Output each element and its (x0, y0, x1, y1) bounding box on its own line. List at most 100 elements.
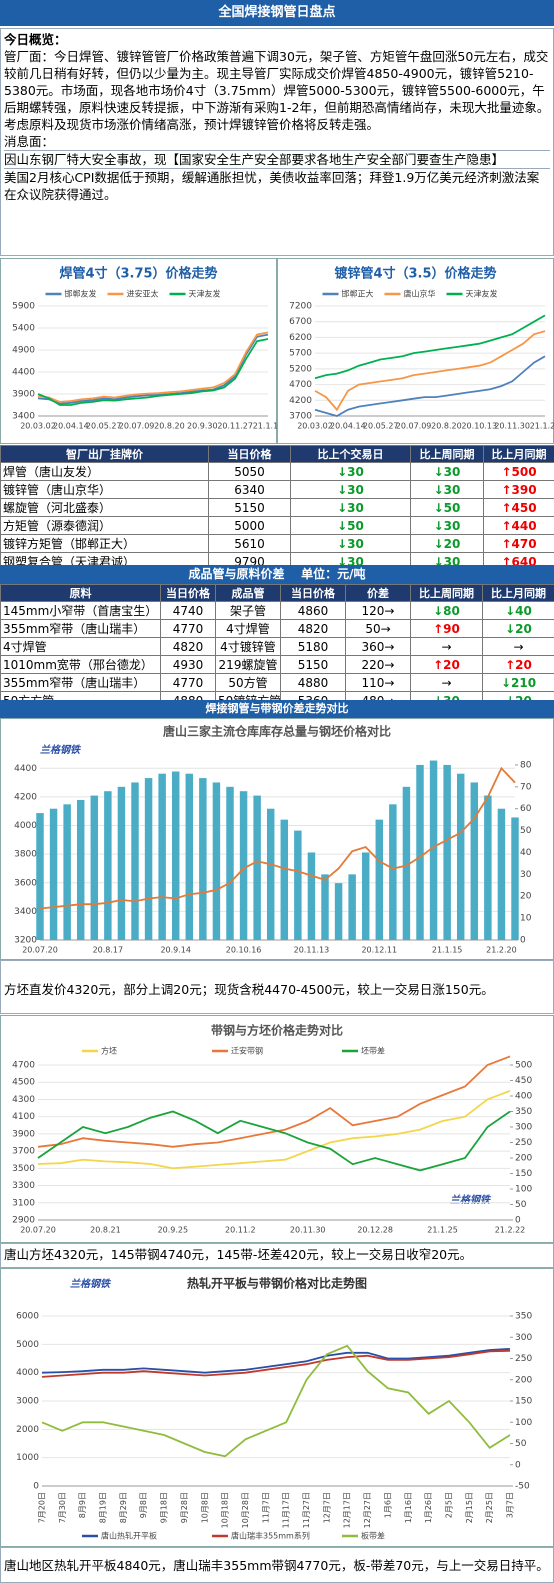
table-row: 焊管（唐山友发） 5050 ↓30 ↓30 ↑500 (0, 462, 554, 481)
legend-label: 方坯 (101, 1046, 117, 1056)
y-tick-label: 3900 (12, 1129, 35, 1139)
y-tick-label: 0 (33, 1482, 39, 1492)
y-tick-label: 3400 (14, 907, 37, 917)
y2-tick-label: 100 (515, 1418, 532, 1428)
table-cell: 4860 (280, 601, 346, 620)
table-cell: ↑20 (482, 655, 554, 674)
legend-label: 唐山京华 (404, 289, 436, 299)
y-tick-label: 3200 (14, 936, 37, 946)
table-cell: ↓50 (290, 516, 411, 535)
x-tick-label: 11月27日 (302, 1492, 311, 1528)
y2-tick-label: 50 (515, 1200, 527, 1210)
bar (239, 791, 248, 940)
table-cell: 4寸镀锌管 (215, 637, 281, 656)
x-tick-label: 20.11.30 (290, 1226, 326, 1235)
chart-title: 带钢与方坯价格走势对比 (211, 1023, 343, 1038)
bar (416, 764, 424, 940)
table-cell: 价差 (345, 584, 411, 602)
bar (334, 883, 343, 940)
legend-label: 天津友发 (466, 289, 498, 299)
y-tick-label: 5700 (289, 349, 312, 359)
x-tick-label: 21.2.20 (486, 946, 517, 955)
legend-label: 天津友发 (189, 289, 221, 299)
table-cell: 1010mm宽带（邢台德龙） (0, 655, 161, 674)
line-series (314, 330, 546, 412)
table-cell: 220→ (345, 655, 411, 674)
y-tick-label: 4100 (12, 1112, 35, 1122)
y-tick-label: 3700 (12, 1147, 35, 1157)
table-row: 镀锌方矩管（邯郸正大） 5610 ↓30 ↓20 ↑470 (0, 534, 554, 553)
legend-label: 坯带差 (361, 1046, 385, 1056)
y2-tick-label: 30 (520, 870, 532, 880)
x-tick-label: 12月27日 (363, 1492, 372, 1528)
bar (36, 813, 44, 940)
watermark: 兰格钢铁 (40, 744, 82, 756)
y-tick-label: 5400 (12, 324, 35, 334)
y2-tick-label: 150 (515, 1397, 532, 1407)
y-tick-label: 3500 (12, 1164, 35, 1174)
x-tick-label: 20.04.14 (53, 422, 89, 431)
bar (484, 795, 492, 940)
price-table: 智厂出厂挂牌价 当日价格 比上个交易日 比上周同期 比上月同期 焊管（唐山友发） 5050 ↓… (0, 445, 554, 571)
table-cell: ↓80 (410, 601, 483, 620)
table-cell: 智厂出厂挂牌价 (0, 445, 209, 463)
x-tick-label: 21.1.22 (530, 422, 554, 431)
x-tick-label: 7月20日 (38, 1492, 47, 1523)
table-cell: 4寸焊管 (215, 619, 281, 638)
y2-tick-label: 70 (520, 782, 532, 792)
x-tick-label: 1月26日 (424, 1492, 433, 1523)
y2-tick-label: 200 (515, 1375, 532, 1385)
table-cell: 4770 (160, 619, 216, 638)
x-tick-label: 11月7日 (261, 1492, 270, 1523)
y2-tick-label: 350 (515, 1107, 532, 1117)
page-title: 全国焊接钢管日盘点 (0, 0, 554, 26)
bar (63, 804, 71, 940)
table-cell: 5150 (208, 498, 291, 517)
table-cell: 比上个交易日 (290, 445, 411, 463)
chart-frame (0, 258, 277, 444)
y-tick-label: 6700 (289, 317, 312, 327)
chart-title: 唐山三家主流仓库库存总量与钢坯价格对比 (163, 724, 391, 739)
y-tick-label: 3300 (12, 1181, 35, 1191)
table-row: 145mm小窄带（首唐宝生） 4740 架子管 4860 120→ ↓80 ↓40 (0, 601, 554, 620)
bar (511, 817, 519, 940)
y2-tick-label: 100 (515, 1185, 532, 1195)
overview-heading: 今日概览： (4, 32, 67, 47)
bar (280, 819, 289, 940)
y-tick-label: 3800 (14, 850, 37, 860)
table-cell: 5610 (208, 534, 291, 553)
x-tick-label: 9月28日 (180, 1492, 189, 1523)
line-series (37, 333, 269, 405)
table-cell: ↓30 (410, 480, 484, 499)
x-tick-label: 20.12.28 (357, 1226, 393, 1235)
chart-title: 镀锌管4寸（3.5）价格走势 (334, 266, 496, 282)
bar (402, 786, 411, 940)
table-cell: 架子管 (215, 601, 281, 620)
table-cell: 比上月同期 (482, 584, 554, 602)
table-cell: 成品管 (215, 584, 281, 602)
y2-tick-label: 50 (515, 1439, 527, 1449)
news-heading: 消息面： (4, 134, 55, 149)
chart: 带钢与方坯价格走势对比兰格钢铁2900310033003500370039004… (0, 1015, 554, 1243)
y-tick-label: 3400 (12, 412, 35, 422)
bar (443, 764, 451, 940)
table-cell: ↓20 (482, 619, 554, 638)
x-tick-label: 21.1.15 (432, 946, 463, 955)
table-cell: ↓20 (410, 534, 484, 553)
table-cell: 6340 (208, 480, 291, 499)
y-tick-label: 3900 (12, 390, 35, 400)
x-tick-label: 10月18日 (221, 1492, 230, 1528)
table-cell: 5000 (208, 516, 291, 535)
x-tick-label: 20.05.27 (363, 422, 399, 431)
y2-tick-label: 500 (515, 1061, 532, 1071)
section-title: 焊接钢管与带钢价差走势对比 (0, 700, 554, 718)
x-tick-label: 20.9.14 (160, 946, 191, 955)
bar (90, 795, 99, 940)
x-tick-label: 12月7日 (322, 1492, 331, 1523)
table-cell: → (410, 637, 483, 656)
table-cell: → (482, 637, 554, 656)
table-row: 1010mm宽带（邢台德龙） 4930 219螺旋管 5150 220→ ↑20 ↑20 (0, 655, 554, 674)
overview-text: 管厂面：今日焊管、镀锌管管厂价格政策普遍下调30元，架子管、方矩管午盘回涨50元… (4, 49, 550, 132)
y2-tick-label: 60 (520, 804, 532, 814)
